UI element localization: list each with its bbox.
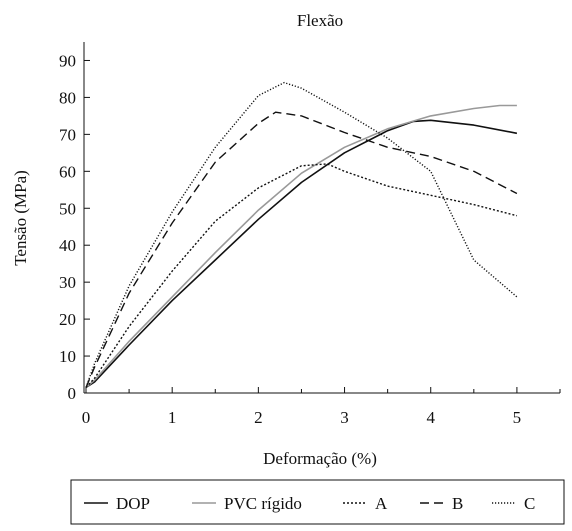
x-tick-label: 1 <box>168 408 177 427</box>
y-tick-label: 90 <box>59 51 76 70</box>
x-tick-label: 5 <box>513 408 522 427</box>
x-tick-label: 0 <box>82 408 91 427</box>
x-tick-label: 4 <box>426 408 435 427</box>
y-tick-label: 10 <box>59 347 76 366</box>
y-tick-label: 80 <box>59 88 76 107</box>
x-axis-label: Deformação (%) <box>263 449 377 468</box>
y-axis-ticks: 0 10 20 30 40 50 60 70 80 90 <box>59 51 90 403</box>
chart-title: Flexão <box>297 11 343 30</box>
plot-series <box>85 81 518 389</box>
legend-label-1: PVC rígido <box>224 494 302 513</box>
y-tick-label: 30 <box>59 273 76 292</box>
legend: DOP PVC rígido A B C <box>84 494 535 513</box>
y-axis-label: Tensão (MPa) <box>11 170 30 266</box>
y-tick-label: 40 <box>59 236 76 255</box>
legend-label-3: B <box>452 494 463 513</box>
series-line-2 <box>85 163 518 388</box>
x-axis-ticks: 0 1 2 3 4 5 <box>82 387 561 427</box>
series-line-4 <box>85 81 518 388</box>
series-line-3 <box>85 111 518 388</box>
series-line-0 <box>85 119 518 389</box>
legend-box <box>70 479 565 525</box>
x-tick-label: 2 <box>254 408 263 427</box>
y-tick-label: 0 <box>68 384 77 403</box>
legend-label-4: C <box>524 494 535 513</box>
series-line-1 <box>85 104 517 389</box>
legend-label-0: DOP <box>116 494 150 513</box>
x-tick-label: 3 <box>340 408 349 427</box>
legend-label-2: A <box>375 494 388 513</box>
y-tick-label: 70 <box>59 125 76 144</box>
y-tick-label: 50 <box>59 199 76 218</box>
y-tick-label: 20 <box>59 310 76 329</box>
y-tick-label: 60 <box>59 162 76 181</box>
